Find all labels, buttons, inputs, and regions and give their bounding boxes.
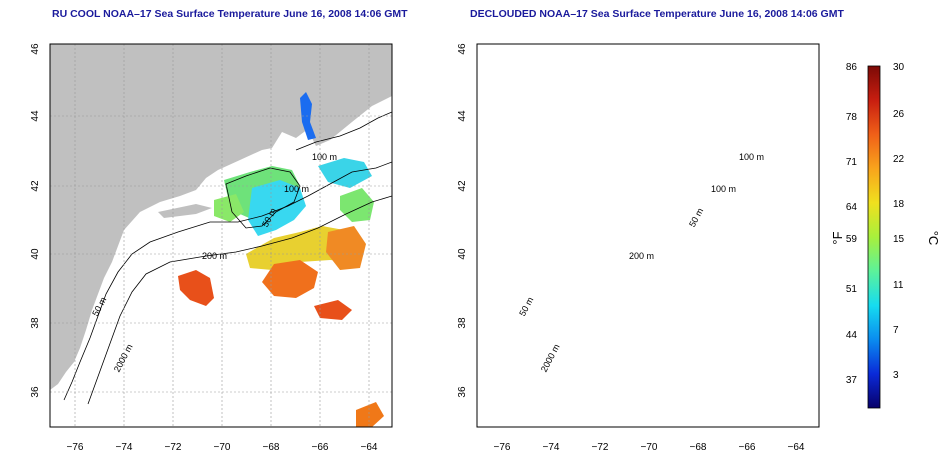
land-mass	[50, 44, 392, 390]
lat-tick-label: 42	[30, 180, 41, 192]
celsius-tick: 3	[893, 370, 899, 381]
fahrenheit-tick: 51	[846, 284, 858, 295]
lon-tick-label: −74	[543, 442, 560, 453]
fahrenheit-tick: 86	[846, 62, 858, 73]
contour-label: 100 m	[711, 184, 736, 194]
celsius-tick: 22	[893, 154, 905, 165]
sst-cyan-bank	[248, 180, 306, 236]
lon-tick-label: −72	[592, 442, 609, 453]
lon-tick-label: −66	[739, 442, 756, 453]
sst-warm-eddy	[262, 260, 318, 298]
grid-lines	[50, 44, 392, 427]
lon-tick-label: −64	[788, 442, 805, 453]
lat-tick-label: 44	[30, 110, 41, 122]
lon-tick-label: −76	[67, 442, 84, 453]
map-frame	[476, 43, 820, 428]
sst-orange-corner	[356, 402, 384, 427]
contour-line	[87, 195, 392, 405]
celsius-tick: 11	[893, 280, 904, 291]
contour-label: 100 m	[284, 184, 309, 194]
lat-tick-label: 38	[457, 317, 468, 329]
lat-tick-label: 44	[457, 110, 468, 122]
fahrenheit-tick: 59	[846, 234, 858, 245]
lon-tick-label: −70	[641, 442, 658, 453]
sst-warm-east	[326, 226, 366, 270]
fahrenheit-tick: 64	[846, 202, 858, 213]
lon-tick-label: −74	[116, 442, 133, 453]
celsius-tick: 7	[893, 325, 899, 336]
celsius-tick: 26	[893, 109, 905, 120]
contour-label: 100 m	[312, 152, 337, 162]
temperature-colorbar: 86 78 71 64 59 51 44 37 30 26 22 18 15 1…	[830, 62, 941, 409]
colorbar-scale	[867, 65, 881, 409]
sst-green-east	[340, 188, 374, 222]
celsius-tick: 18	[893, 199, 905, 210]
contour-line	[63, 161, 392, 401]
lat-tick-label: 40	[30, 248, 41, 260]
fahrenheit-tick: 44	[846, 330, 858, 341]
sst-red-eddy	[178, 270, 214, 306]
contour-line	[295, 111, 392, 151]
lat-tick-label: 46	[30, 43, 41, 55]
lat-tick-label: 46	[457, 43, 468, 55]
lon-tick-label: −72	[165, 442, 182, 453]
right-panel-title: DECLOUDED NOAA–17 Sea Surface Temperatur…	[470, 8, 844, 20]
land-nova-scotia	[300, 62, 392, 146]
fahrenheit-axis-label: °F	[830, 231, 845, 244]
lat-tick-label: 40	[457, 248, 468, 260]
long-island	[158, 204, 212, 218]
lon-tick-label: −68	[690, 442, 707, 453]
fahrenheit-tick: 71	[846, 157, 858, 168]
map-frame	[49, 43, 393, 428]
bathymetry-contours	[63, 111, 392, 405]
sst-red-spots	[314, 300, 352, 320]
lat-tick-label: 36	[30, 386, 41, 398]
left-map-panel: 100 m 100 m 50 m 200 m 50 m 2000 m 46 44…	[30, 43, 393, 453]
right-map-panel: 100 m 100 m 50 m 200 m 50 m 2000 m 46 44…	[457, 43, 820, 453]
lat-tick-label: 42	[457, 180, 468, 192]
contour-label: 200 m	[202, 251, 227, 261]
celsius-tick: 15	[893, 234, 905, 245]
lat-tick-label: 38	[30, 317, 41, 329]
contour-line	[225, 167, 301, 229]
fahrenheit-tick: 37	[846, 375, 858, 386]
contour-label: 100 m	[739, 152, 764, 162]
lon-tick-label: −76	[494, 442, 511, 453]
contour-label: 200 m	[629, 251, 654, 261]
left-panel-title: RU COOL NOAA–17 Sea Surface Temperature …	[52, 8, 408, 20]
lon-tick-label: −68	[263, 442, 280, 453]
fahrenheit-tick: 78	[846, 112, 858, 123]
lon-tick-label: −64	[361, 442, 378, 453]
sst-cyan-east	[318, 158, 372, 188]
lon-tick-label: −70	[214, 442, 231, 453]
lon-tick-label: −66	[312, 442, 329, 453]
lat-tick-label: 36	[457, 386, 468, 398]
sst-green-shelf	[214, 194, 244, 222]
celsius-tick: 30	[893, 62, 905, 73]
celsius-axis-label: °C	[926, 231, 941, 246]
